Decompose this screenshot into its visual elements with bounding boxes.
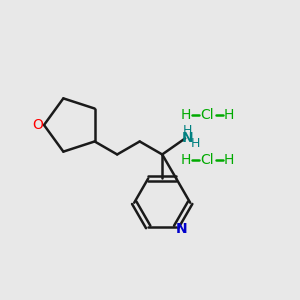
Text: N: N <box>176 222 187 236</box>
Text: O: O <box>33 118 44 132</box>
Text: H: H <box>182 124 192 137</box>
Text: H: H <box>190 137 200 150</box>
Text: H: H <box>181 153 191 167</box>
Text: H: H <box>224 153 234 167</box>
Text: N: N <box>181 131 193 146</box>
Text: H: H <box>181 108 191 122</box>
Text: H: H <box>224 108 234 122</box>
Text: Cl: Cl <box>200 108 214 122</box>
Text: Cl: Cl <box>200 153 214 167</box>
